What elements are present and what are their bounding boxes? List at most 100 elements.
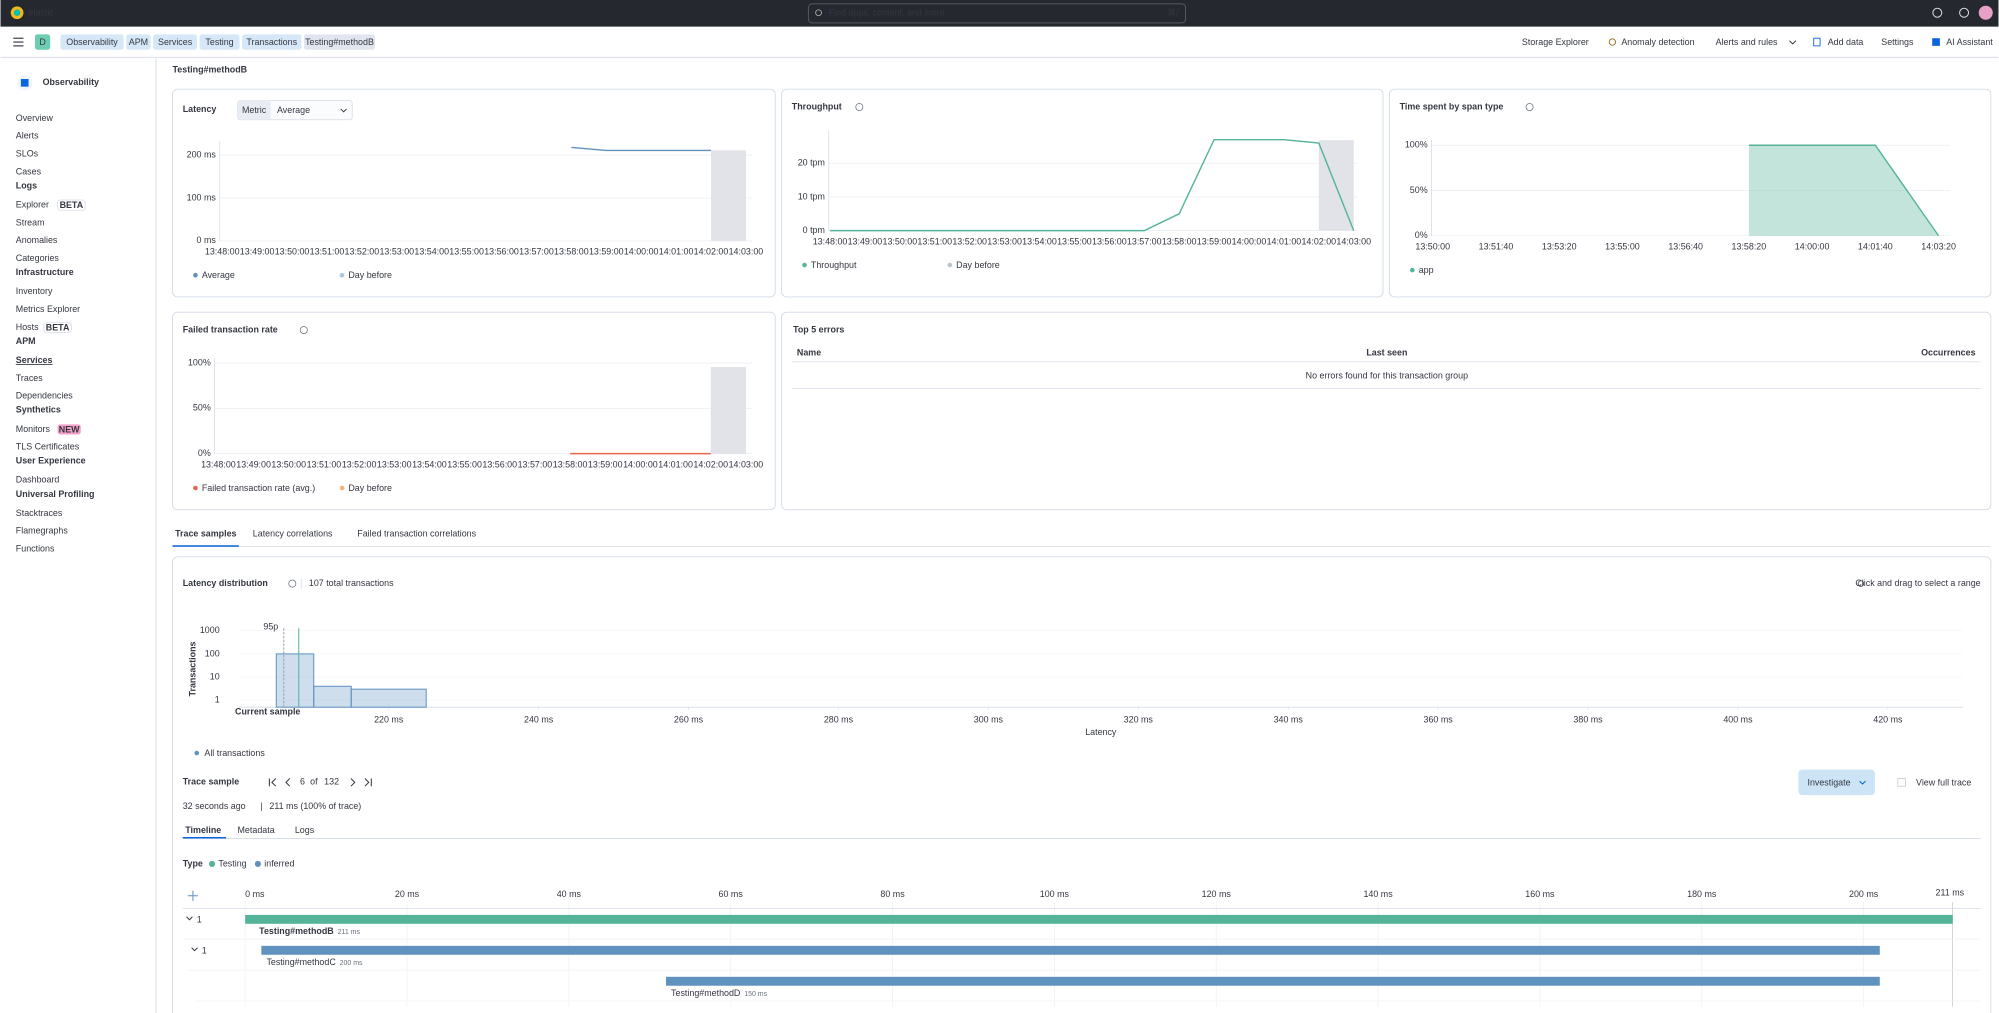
expand-chevron[interactable] (186, 916, 193, 921)
panel (172, 311, 776, 511)
chart-title: Time spent by span type (1400, 101, 1504, 111)
tab[interactable]: Timeline (185, 825, 221, 835)
sidebar-item[interactable]: Categories (16, 253, 60, 263)
breadcrumb[interactable] (60, 34, 124, 50)
x-tick-label: 14:03:00 (729, 459, 764, 469)
breadcrumb-text[interactable]: Services (158, 37, 193, 47)
sidebar-item[interactable]: Cases (16, 166, 42, 176)
legend-label[interactable]: Day before (348, 270, 392, 280)
tab[interactable]: Logs (295, 825, 315, 835)
x-tick-label: 13:58:00 (553, 459, 588, 469)
tab[interactable]: Latency correlations (253, 528, 333, 538)
sidebar-item[interactable]: Inventory (16, 286, 53, 296)
breadcrumb-text[interactable]: APM (129, 37, 148, 47)
x-tick-label: 13:53:00 (377, 459, 412, 469)
x-tick-label: 13:48:00 (201, 459, 236, 469)
series-line (571, 146, 712, 152)
trace-duration: 211 ms (100% of trace) (269, 801, 361, 811)
x-tick-label: 240 ms (524, 714, 554, 724)
span-bar[interactable] (261, 945, 1880, 955)
button-icon (1897, 778, 1906, 787)
legend-label[interactable]: Day before (348, 483, 392, 493)
search-box[interactable] (807, 3, 1186, 24)
legend-label[interactable]: Throughput (811, 260, 857, 270)
breadcrumb-text[interactable]: Testing (205, 37, 233, 47)
span-bar[interactable] (665, 976, 1880, 986)
expand-chevron[interactable] (191, 947, 198, 952)
trace-separator: | (260, 801, 262, 811)
x-tick-label: 13:55:00 (447, 459, 482, 469)
header-icon[interactable] (1959, 7, 1970, 18)
header-link[interactable]: Settings (1881, 37, 1914, 47)
legend-label[interactable]: Average (202, 270, 235, 280)
tab[interactable]: Metadata (238, 825, 275, 835)
y-tick-label: 10 tpm (798, 191, 825, 201)
breadcrumb[interactable] (242, 34, 302, 50)
sidebar-item[interactable]: Flamegraphs (16, 526, 69, 536)
pager-button[interactable] (350, 778, 356, 787)
pager-button[interactable] (364, 778, 372, 787)
tab[interactable]: Trace samples (175, 528, 236, 538)
button[interactable] (1798, 769, 1875, 796)
legend-swatch (193, 485, 198, 491)
sidebar-item[interactable]: TLS Certificates (16, 442, 80, 452)
legend-label[interactable]: Failed transaction rate (avg.) (202, 483, 315, 493)
pager-button[interactable] (268, 778, 277, 787)
metric-value[interactable]: Average (277, 105, 310, 115)
sidebar-item[interactable]: Alerts (16, 131, 39, 141)
header-link[interactable]: Alerts and rules (1716, 37, 1778, 47)
x-tick-label: 13:59:00 (1197, 236, 1232, 246)
x-tick-label: 14:01:00 (1267, 236, 1302, 246)
series-line (830, 139, 1355, 232)
x-tick-label: 13:51:40 (1479, 242, 1514, 252)
legend-label[interactable]: Day before (956, 260, 1000, 270)
span-duration: 211 ms (338, 929, 361, 936)
sidebar-item[interactable]: Stacktraces (16, 508, 63, 518)
breadcrumb-text[interactable]: Transactions (246, 37, 297, 47)
avatar[interactable] (1978, 5, 1993, 20)
header-link[interactable]: AI Assistant (1946, 37, 1993, 47)
breadcrumb[interactable] (153, 34, 198, 50)
x-tick-label: 13:49:00 (236, 459, 271, 469)
tab[interactable]: Failed transaction correlations (357, 528, 476, 538)
breadcrumb[interactable] (126, 34, 151, 50)
x-tick-label: 14:02:00 (694, 247, 729, 257)
header-link[interactable]: Storage Explorer (1522, 37, 1589, 47)
sidebar-item[interactable]: Overview (16, 113, 54, 123)
sidebar-item[interactable]: Hosts (16, 322, 39, 332)
span-name: Testing#methodC (266, 957, 336, 967)
sidebar-item[interactable]: Explorer (16, 200, 49, 210)
sidebar-item[interactable]: Monitors (16, 424, 51, 434)
y-tick-label: 50% (1410, 185, 1428, 195)
sidebar-item[interactable]: Services (16, 355, 53, 365)
sidebar-item[interactable]: Dashboard (16, 475, 60, 485)
sidebar-item[interactable]: Traces (16, 373, 43, 383)
header-link[interactable]: Anomaly detection (1621, 37, 1694, 47)
sidebar-item[interactable]: Functions (16, 544, 55, 554)
sidebar-badge-text: BETA (46, 322, 70, 332)
metric-label: Metric (242, 105, 267, 115)
pager-button[interactable] (285, 778, 291, 787)
x-tick-label: 40 ms (557, 889, 582, 899)
header-link[interactable]: Add data (1828, 37, 1864, 47)
span-bar[interactable] (245, 914, 1953, 924)
space-badge[interactable] (34, 34, 51, 50)
sidebar-item[interactable]: SLOs (16, 149, 39, 159)
button-label[interactable]: View full trace (1916, 777, 1971, 787)
sidebar-item[interactable]: Stream (16, 217, 45, 227)
y-tick-label: 100 ms (187, 192, 217, 202)
breadcrumb-text[interactable]: Observability (66, 37, 118, 47)
breadcrumb[interactable] (199, 34, 240, 50)
legend-label: All transactions (204, 748, 265, 758)
y-tick-label: 50% (193, 403, 211, 413)
sidebar-item[interactable]: Dependencies (16, 391, 73, 401)
sidebar-badge (57, 199, 86, 211)
x-tick-label: 13:58:00 (1162, 236, 1197, 246)
legend-label[interactable]: app (1419, 265, 1434, 275)
sidebar-item[interactable]: Metrics Explorer (16, 304, 80, 314)
button-label[interactable]: Investigate (1807, 777, 1850, 787)
sidebar-item[interactable]: Anomalies (16, 235, 58, 245)
header-icon[interactable] (1932, 7, 1943, 18)
